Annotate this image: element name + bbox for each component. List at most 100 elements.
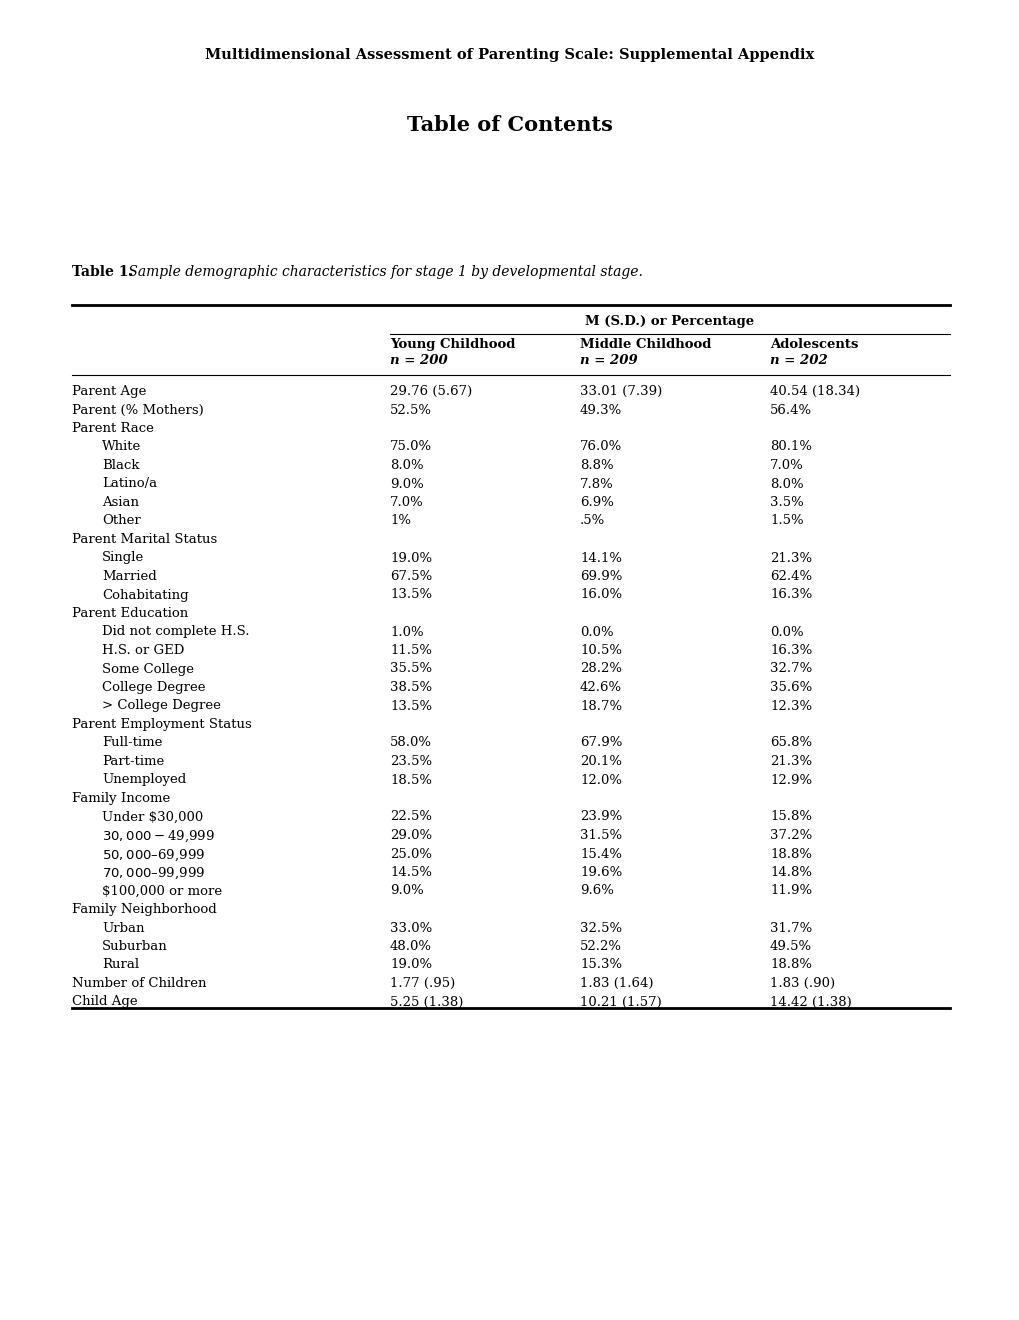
Text: 12.0%: 12.0% [580,774,622,787]
Text: Black: Black [102,459,140,473]
Text: 1.83 (.90): 1.83 (.90) [769,977,835,990]
Text: White: White [102,441,141,454]
Text: n = 202: n = 202 [769,354,827,367]
Text: 62.4%: 62.4% [769,570,811,583]
Text: Asian: Asian [102,496,139,510]
Text: Parent Marital Status: Parent Marital Status [72,533,217,546]
Text: 15.8%: 15.8% [769,810,811,824]
Text: $70,000 – $99,999: $70,000 – $99,999 [102,866,205,882]
Text: 67.5%: 67.5% [389,570,432,583]
Text: 9.6%: 9.6% [580,884,613,898]
Text: Parent Education: Parent Education [72,607,189,620]
Text: Multidimensional Assessment of Parenting Scale: Supplemental Appendix: Multidimensional Assessment of Parenting… [205,48,814,62]
Text: 8.8%: 8.8% [580,459,613,473]
Text: 49.5%: 49.5% [769,940,811,953]
Text: > College Degree: > College Degree [102,700,221,713]
Text: Other: Other [102,515,141,528]
Text: 52.2%: 52.2% [580,940,622,953]
Text: 75.0%: 75.0% [389,441,432,454]
Text: 23.9%: 23.9% [580,810,622,824]
Text: 14.5%: 14.5% [389,866,432,879]
Text: 14.8%: 14.8% [769,866,811,879]
Text: 9.0%: 9.0% [389,478,423,491]
Text: 1.5%: 1.5% [769,515,803,528]
Text: 52.5%: 52.5% [389,404,432,417]
Text: 1%: 1% [389,515,411,528]
Text: 31.7%: 31.7% [769,921,811,935]
Text: 1.77 (.95): 1.77 (.95) [389,977,454,990]
Text: 15.4%: 15.4% [580,847,622,861]
Text: 35.6%: 35.6% [769,681,811,694]
Text: 23.5%: 23.5% [389,755,432,768]
Text: n = 200: n = 200 [389,354,447,367]
Text: Full-time: Full-time [102,737,162,750]
Text: Table of Contents: Table of Contents [407,115,612,135]
Text: 5.25 (1.38): 5.25 (1.38) [389,995,463,1008]
Text: 16.0%: 16.0% [580,589,622,602]
Text: 67.9%: 67.9% [580,737,622,750]
Text: 13.5%: 13.5% [389,589,432,602]
Text: 14.42 (1.38): 14.42 (1.38) [769,995,851,1008]
Text: 0.0%: 0.0% [580,626,613,639]
Text: 7.0%: 7.0% [769,459,803,473]
Text: 15.3%: 15.3% [580,958,622,972]
Text: Part-time: Part-time [102,755,164,768]
Text: Latino/a: Latino/a [102,478,157,491]
Text: 37.2%: 37.2% [769,829,811,842]
Text: n = 209: n = 209 [580,354,637,367]
Text: 29.0%: 29.0% [389,829,432,842]
Text: Parent Age: Parent Age [72,385,147,399]
Text: 10.5%: 10.5% [580,644,622,657]
Text: 11.5%: 11.5% [389,644,432,657]
Text: Parent (% Mothers): Parent (% Mothers) [72,404,204,417]
Text: 20.1%: 20.1% [580,755,622,768]
Text: Sample demographic characteristics for stage 1 by developmental stage.: Sample demographic characteristics for s… [124,265,642,279]
Text: 13.5%: 13.5% [389,700,432,713]
Text: 42.6%: 42.6% [580,681,622,694]
Text: Did not complete H.S.: Did not complete H.S. [102,626,250,639]
Text: Parent Race: Parent Race [72,422,154,436]
Text: 40.54 (18.34): 40.54 (18.34) [769,385,859,399]
Text: 16.3%: 16.3% [769,589,811,602]
Text: Child Age: Child Age [72,995,138,1008]
Text: 32.5%: 32.5% [580,921,622,935]
Text: 48.0%: 48.0% [389,940,432,953]
Text: 31.5%: 31.5% [580,829,622,842]
Text: 12.9%: 12.9% [769,774,811,787]
Text: 18.5%: 18.5% [389,774,432,787]
Text: Under $30,000: Under $30,000 [102,810,203,824]
Text: Married: Married [102,570,157,583]
Text: 33.0%: 33.0% [389,921,432,935]
Text: Number of Children: Number of Children [72,977,206,990]
Text: 16.3%: 16.3% [769,644,811,657]
Text: 21.3%: 21.3% [769,552,811,565]
Text: H.S. or GED: H.S. or GED [102,644,184,657]
Text: Family Income: Family Income [72,792,170,805]
Text: 19.0%: 19.0% [389,552,432,565]
Text: 69.9%: 69.9% [580,570,622,583]
Text: Unemployed: Unemployed [102,774,186,787]
Text: Suburban: Suburban [102,940,167,953]
Text: 58.0%: 58.0% [389,737,432,750]
Text: 3.5%: 3.5% [769,496,803,510]
Text: Middle Childhood: Middle Childhood [580,338,710,351]
Text: 10.21 (1.57): 10.21 (1.57) [580,995,661,1008]
Text: 49.3%: 49.3% [580,404,622,417]
Text: $50,000 – $69,999: $50,000 – $69,999 [102,847,205,863]
Text: 11.9%: 11.9% [769,884,811,898]
Text: 12.3%: 12.3% [769,700,811,713]
Text: 1.0%: 1.0% [389,626,423,639]
Text: 6.9%: 6.9% [580,496,613,510]
Text: M (S.D.) or Percentage: M (S.D.) or Percentage [585,315,754,327]
Text: Rural: Rural [102,958,139,972]
Text: Table 1.: Table 1. [72,265,133,279]
Text: $100,000 or more: $100,000 or more [102,884,222,898]
Text: 80.1%: 80.1% [769,441,811,454]
Text: 29.76 (5.67): 29.76 (5.67) [389,385,472,399]
Text: 19.6%: 19.6% [580,866,622,879]
Text: 7.0%: 7.0% [389,496,423,510]
Text: 22.5%: 22.5% [389,810,432,824]
Text: Family Neighborhood: Family Neighborhood [72,903,217,916]
Text: $30,000 - $49,999: $30,000 - $49,999 [102,829,215,845]
Text: 33.01 (7.39): 33.01 (7.39) [580,385,661,399]
